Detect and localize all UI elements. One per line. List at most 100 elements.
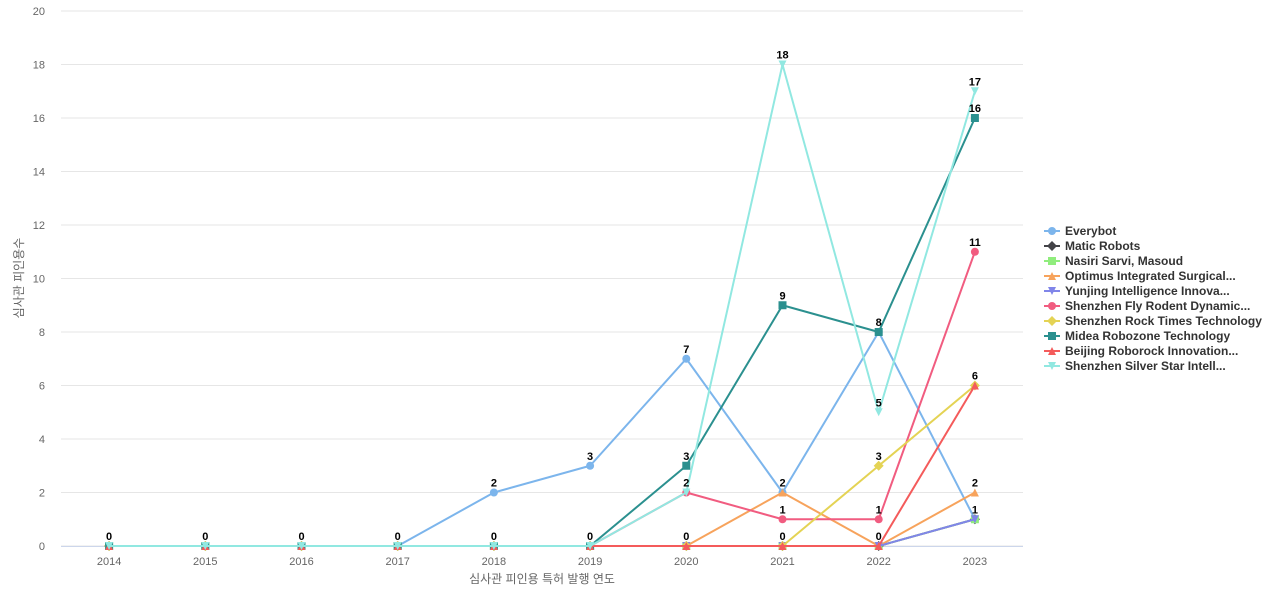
data-point-0-2020[interactable] (682, 354, 691, 363)
series-line-8 (109, 384, 976, 547)
legend-item-6[interactable]: Shenzhen Rock Times Technology (1044, 314, 1262, 328)
data-point-5-2023[interactable] (970, 247, 979, 256)
data-point-9-2017[interactable] (393, 542, 402, 550)
data-point-9-2020[interactable] (682, 488, 691, 497)
series-line-2 (109, 518, 976, 547)
legend-label: Optimus Integrated Surgical... (1065, 269, 1236, 283)
series-4 (105, 515, 979, 550)
data-label-2022-18: 5 (876, 397, 882, 409)
data-label-2020-8: 7 (683, 344, 689, 356)
data-point-9-2021[interactable] (778, 60, 787, 69)
data-label-2014-0: 0 (106, 531, 112, 543)
legend-item-8[interactable]: Beijing Roborock Innovation... (1044, 344, 1238, 358)
data-label-2022-21: 0 (876, 531, 882, 543)
data-label-2023-25: 6 (972, 371, 978, 383)
legend-label: Nasiri Sarvi, Masoud (1065, 254, 1183, 268)
data-point-4-2023[interactable] (970, 515, 979, 524)
data-point-0-2019[interactable] (586, 461, 595, 470)
y-tick-label-2: 2 (39, 488, 45, 500)
data-label-2020-10: 2 (683, 478, 689, 490)
y-tick-label-20: 20 (33, 6, 45, 18)
series-line-9 (109, 63, 976, 547)
data-point-7-2020[interactable] (682, 461, 691, 470)
data-point-8-2021[interactable] (778, 542, 787, 550)
data-point-0-2018[interactable] (489, 488, 498, 497)
data-label-2023-27: 1 (972, 504, 978, 516)
data-label-2023-24: 11 (969, 237, 981, 249)
data-point-9-2015[interactable] (201, 542, 210, 550)
series (104, 60, 980, 551)
data-point-3-2023[interactable] (970, 488, 979, 497)
data-label-2017-3: 0 (395, 531, 401, 543)
data-label-2022-19: 3 (876, 451, 882, 463)
legend-label: Shenzhen Fly Rodent Dynamic... (1065, 299, 1250, 313)
legend-item-3[interactable]: Optimus Integrated Surgical... (1044, 269, 1236, 283)
data-point-5-2022[interactable] (874, 515, 883, 524)
legend-label: Yunjing Intelligence Innova... (1065, 284, 1230, 298)
data-label-2021-15: 1 (779, 504, 785, 516)
data-point-9-2023[interactable] (970, 87, 979, 96)
data-point-8-2023[interactable] (970, 381, 979, 390)
legend-item-7[interactable]: Midea Robozone Technology (1044, 329, 1230, 343)
y-axis-title: 심사관 피인용수 (12, 238, 26, 319)
data-label-2021-12: 18 (776, 50, 788, 62)
legend-swatch-marker (1048, 287, 1056, 295)
legend-item-2[interactable]: Nasiri Sarvi, Masoud (1044, 254, 1183, 268)
data-label-2021-16: 0 (779, 531, 785, 543)
y-tick-label-12: 12 (33, 220, 45, 232)
data-label-2018-5: 0 (491, 531, 497, 543)
data-point-5-2021[interactable] (778, 515, 787, 524)
data-point-7-2021[interactable] (778, 301, 787, 310)
x-tick-label-2015: 2015 (193, 556, 217, 568)
data-label-2022-20: 1 (876, 504, 882, 516)
legend-item-4[interactable]: Yunjing Intelligence Innova... (1044, 284, 1230, 298)
legend-item-9[interactable]: Shenzhen Silver Star Intell... (1044, 359, 1226, 373)
axes: 심사관 피인용 특허 발행 연도 심사관 피인용수 02468101214161… (12, 6, 1023, 586)
data-point-6-2022[interactable] (873, 460, 884, 471)
x-tick-label-2022: 2022 (866, 556, 890, 568)
legend-item-1[interactable]: Matic Robots (1044, 239, 1141, 253)
x-axis-title: 심사관 피인용 특허 발행 연도 (469, 571, 615, 586)
data-label-2018-4: 2 (491, 478, 497, 490)
series-line-1 (109, 518, 976, 547)
data-point-7-2022[interactable] (874, 328, 883, 336)
legend-item-0[interactable]: Everybot (1044, 224, 1116, 238)
data-point-8-2022[interactable] (874, 542, 883, 550)
data-point-9-2018[interactable] (489, 542, 498, 550)
x-tick-label-2021: 2021 (770, 556, 794, 568)
series-8 (105, 381, 979, 550)
series-9 (105, 60, 979, 550)
legend-item-5[interactable]: Shenzhen Fly Rodent Dynamic... (1044, 299, 1250, 313)
grid (61, 10, 1023, 547)
data-point-8-2020[interactable] (682, 542, 691, 550)
legend-swatch-marker (1048, 362, 1056, 370)
data-label-2020-9: 3 (683, 451, 689, 463)
data-label-2023-26: 2 (972, 478, 978, 490)
legend-swatch-marker (1048, 347, 1056, 355)
series-line-4 (109, 518, 976, 547)
legend-swatch-marker (1048, 272, 1056, 280)
y-tick-label-0: 0 (39, 541, 45, 553)
x-tick-label-2017: 2017 (385, 556, 409, 568)
x-tick-label-2023: 2023 (963, 556, 987, 568)
data-point-7-2023[interactable] (970, 114, 979, 122)
legend-label: Everybot (1065, 224, 1116, 238)
legend-swatch-marker (1048, 332, 1056, 340)
data-label-2019-7: 0 (587, 531, 593, 543)
data-label-2016-2: 0 (298, 531, 304, 543)
y-tick-label-8: 8 (39, 327, 45, 339)
series-line-6 (109, 384, 976, 547)
data-point-3-2021[interactable] (778, 488, 787, 497)
data-point-9-2016[interactable] (297, 542, 306, 550)
legend-swatch-marker (1048, 257, 1056, 265)
legend-label: Matic Robots (1065, 239, 1141, 253)
data-point-9-2019[interactable] (586, 542, 595, 550)
data-point-9-2022[interactable] (874, 408, 883, 417)
data-label-2023-23: 16 (969, 103, 981, 115)
legend-label: Shenzhen Silver Star Intell... (1065, 359, 1226, 373)
data-point-9-2014[interactable] (105, 542, 114, 550)
x-tick-label-2018: 2018 (482, 556, 506, 568)
